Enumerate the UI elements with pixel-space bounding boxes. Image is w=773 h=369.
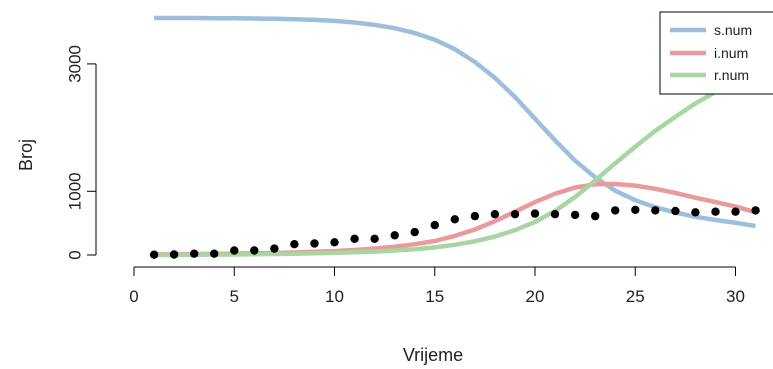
observed-point xyxy=(370,234,379,243)
observed-point xyxy=(230,246,239,255)
observed-point xyxy=(711,207,720,216)
x-tick-label: 20 xyxy=(526,287,545,306)
observed-point xyxy=(591,211,600,221)
x-tick-label: 25 xyxy=(626,287,645,306)
x-tick-label: 30 xyxy=(726,287,745,306)
observed-point xyxy=(691,208,700,217)
observed-point xyxy=(671,206,680,216)
x-axis: 0 5 10 15 20 25 30 xyxy=(129,266,745,306)
observed-point xyxy=(731,207,740,216)
legend-label-i-num: i.num xyxy=(714,45,748,61)
observed-point xyxy=(390,231,399,240)
observed-point xyxy=(290,240,299,249)
observed-point xyxy=(149,250,159,259)
x-tick-label: 10 xyxy=(325,287,344,306)
observed-point xyxy=(470,211,480,221)
observed-point xyxy=(190,249,199,258)
legend-label-s-num: s.num xyxy=(714,22,752,38)
observed-point xyxy=(510,210,520,219)
y-axis-title: Broj xyxy=(16,139,36,171)
y-tick-label: 3000 xyxy=(66,45,85,83)
observed-point xyxy=(310,239,319,248)
y-tick-label: 1000 xyxy=(66,172,85,210)
observed-point xyxy=(570,210,580,220)
observed-point xyxy=(210,249,219,258)
observed-point xyxy=(651,206,660,215)
observed-point xyxy=(169,250,179,259)
legend-label-r-num: r.num xyxy=(714,67,749,83)
observed-point xyxy=(330,238,339,247)
x-axis-title: Vrijeme xyxy=(403,345,463,365)
x-tick-label: 0 xyxy=(129,287,138,306)
observed-point xyxy=(350,234,359,243)
observed-points xyxy=(149,205,760,259)
legend: s.num i.num r.num xyxy=(659,11,773,95)
series-line-r-num xyxy=(154,73,757,258)
y-tick-label: 0 xyxy=(66,250,85,259)
observed-point xyxy=(410,227,419,237)
x-tick-label: 15 xyxy=(425,287,444,306)
observed-point xyxy=(250,246,259,255)
observed-point xyxy=(270,244,279,253)
observed-point xyxy=(430,220,439,230)
observed-point xyxy=(550,210,560,219)
observed-point xyxy=(450,215,459,224)
observed-point xyxy=(751,206,760,215)
y-axis: 0 1000 3000 xyxy=(66,45,97,260)
observed-point xyxy=(611,206,620,215)
observed-point xyxy=(631,205,640,214)
observed-point xyxy=(490,210,500,219)
observed-point xyxy=(530,209,540,218)
x-tick-label: 5 xyxy=(230,287,239,306)
